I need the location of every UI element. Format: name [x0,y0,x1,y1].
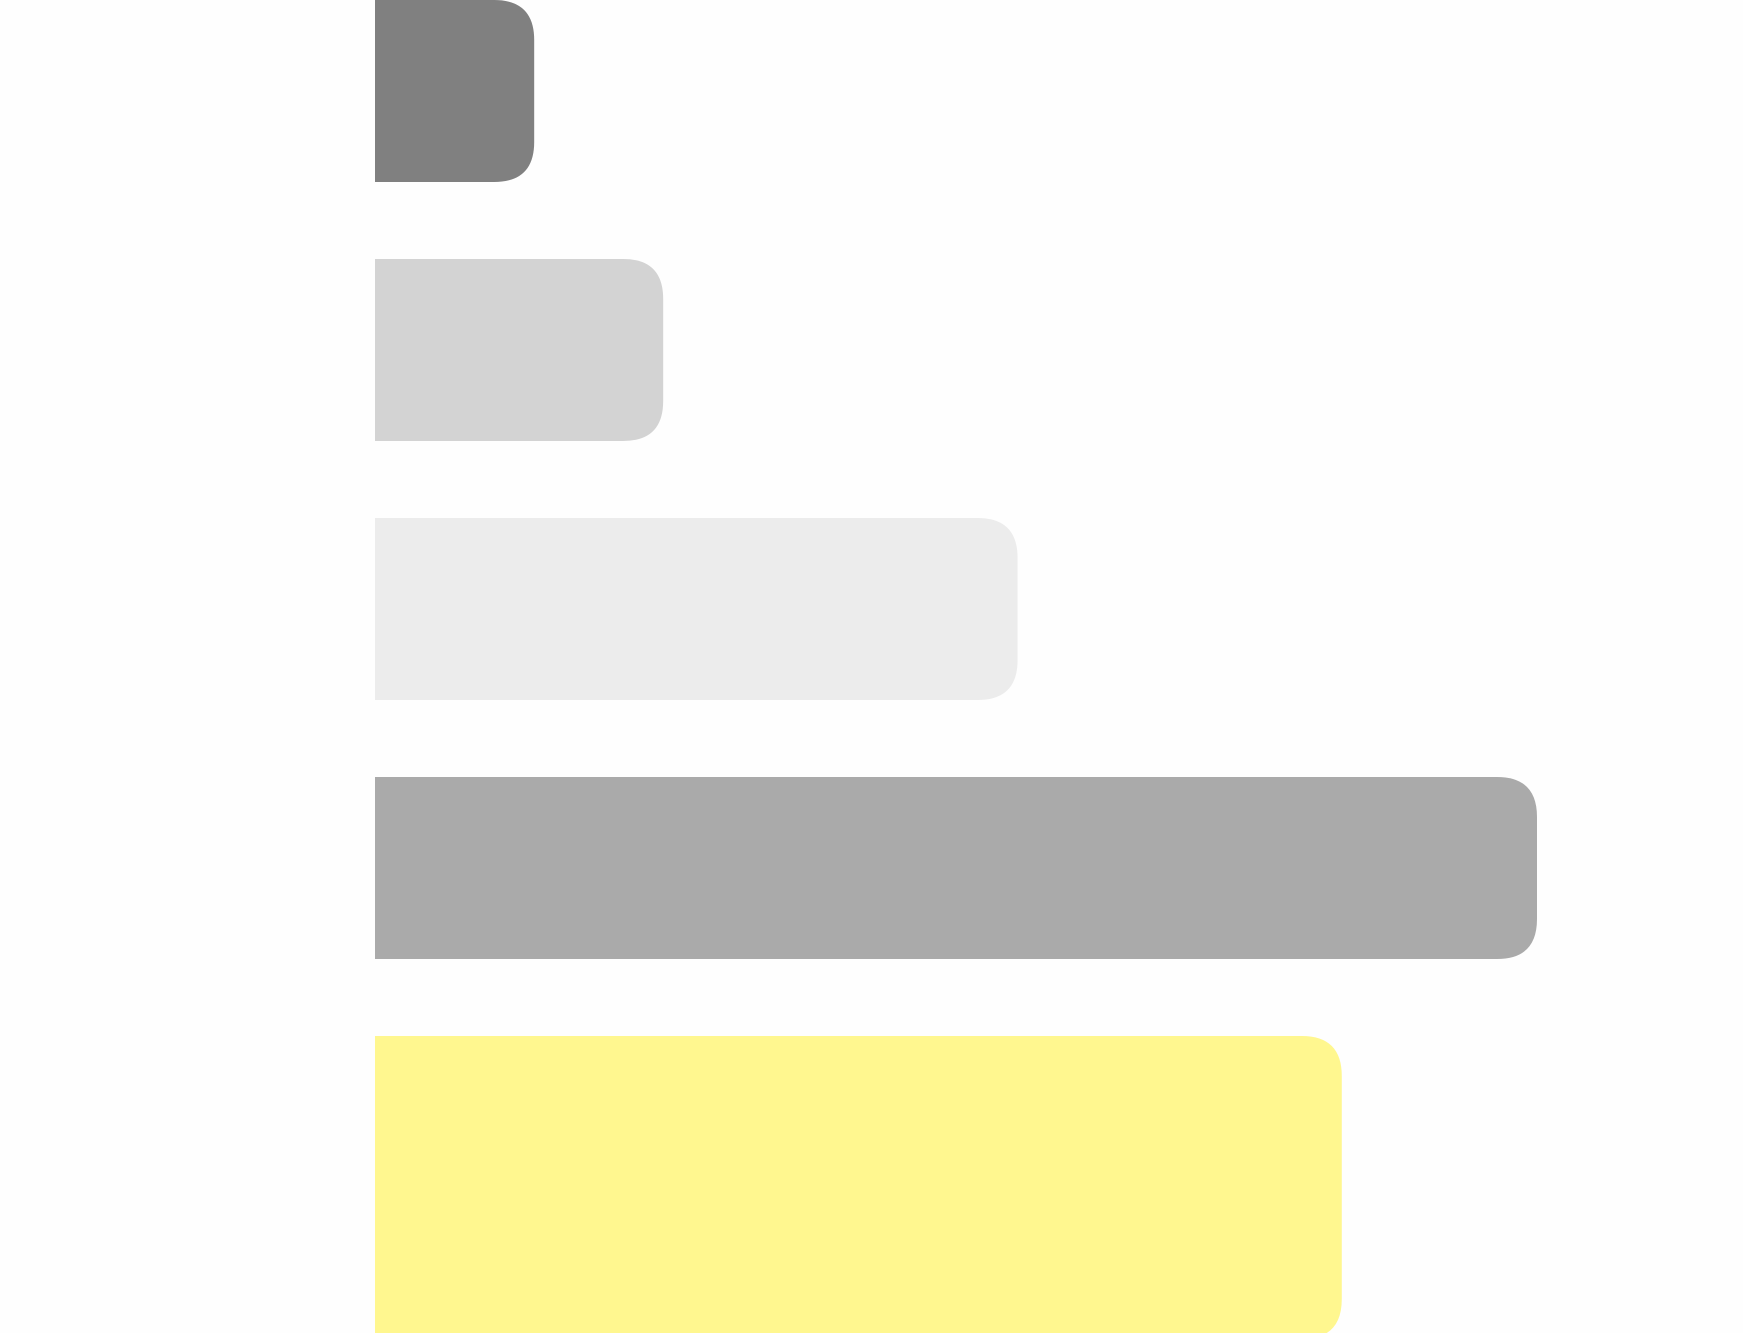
bar-5 [375,1036,1342,1333]
bar-4 [375,777,1537,959]
bar-2 [375,259,664,441]
bar-1 [375,0,535,182]
bar-3 [375,518,1018,700]
